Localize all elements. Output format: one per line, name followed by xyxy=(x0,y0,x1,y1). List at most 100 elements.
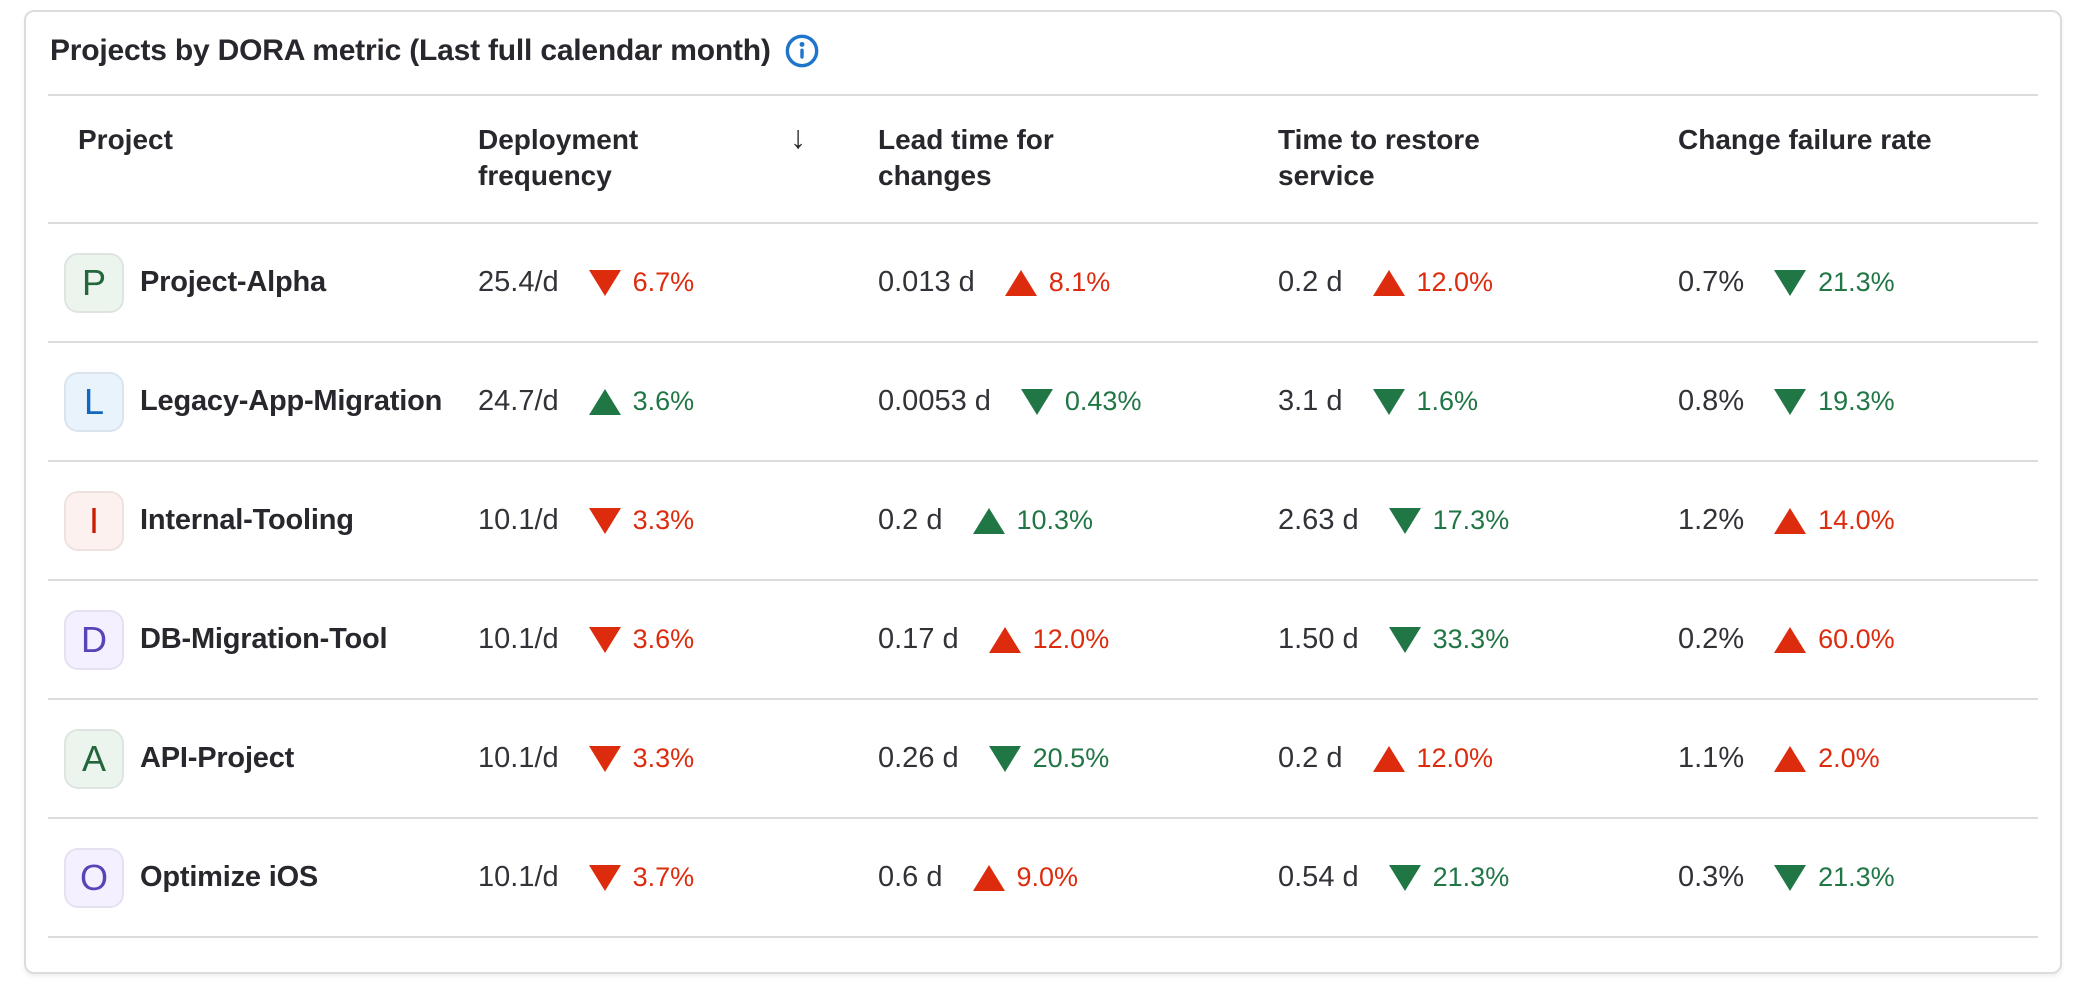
table-header-row: Project Deployment frequency ↓ Lead time… xyxy=(48,94,2038,224)
project-avatar: P xyxy=(64,252,124,313)
trend-indicator: 21.3% xyxy=(1774,862,1895,893)
table-row: L Legacy-App-Migration 24.7/d 3.6% 0.005… xyxy=(48,343,2038,462)
project-avatar: A xyxy=(64,728,124,789)
trend-percent: 9.0% xyxy=(1016,862,1079,892)
metric-value: 0.26 d xyxy=(878,742,959,774)
sort-descending-icon[interactable]: ↓ xyxy=(790,119,806,155)
metric-value: 10.1/d xyxy=(478,861,559,893)
trend-arrow-icon xyxy=(1774,626,1807,653)
metric-value: 0.2 d xyxy=(1278,266,1343,298)
deployment-frequency-cell: 10.1/d 3.3% xyxy=(478,504,878,537)
information-icon[interactable] xyxy=(785,34,819,68)
column-header-label: Time to restore service xyxy=(1278,124,1480,191)
trend-arrow-icon xyxy=(1372,745,1405,772)
trend-indicator: 9.0% xyxy=(972,862,1079,893)
deployment-frequency-cell: 25.4/d 6.7% xyxy=(478,266,878,299)
project-name-link[interactable]: API-Project xyxy=(140,742,295,774)
trend-percent: 20.5% xyxy=(1032,743,1110,773)
project-cell: L Legacy-App-Migration xyxy=(48,371,478,432)
table-row: P Project-Alpha 25.4/d 6.7% 0.013 d 8.1%… xyxy=(48,224,2038,343)
trend-arrow-icon xyxy=(588,864,621,891)
trend-indicator: 20.5% xyxy=(988,743,1110,774)
project-cell: P Project-Alpha xyxy=(48,252,478,313)
trend-percent: 19.3% xyxy=(1818,386,1895,416)
metric-value: 24.7/d xyxy=(478,385,559,417)
time-to-restore-cell: 3.1 d 1.6% xyxy=(1278,385,1678,418)
trend-arrow-icon xyxy=(1774,745,1807,772)
table-row: D DB-Migration-Tool 10.1/d 3.6% 0.17 d 1… xyxy=(48,581,2038,700)
project-name-link[interactable]: Legacy-App-Migration xyxy=(140,385,443,417)
trend-arrow-icon xyxy=(988,745,1021,772)
time-to-restore-cell: 2.63 d 17.3% xyxy=(1278,504,1678,537)
card-title: Projects by DORA metric (Last full calen… xyxy=(50,34,771,67)
trend-percent: 33.3% xyxy=(1432,624,1510,654)
deployment-frequency-cell: 10.1/d 3.7% xyxy=(478,861,878,894)
trend-percent: 8.1% xyxy=(1048,267,1111,297)
metric-value: 10.1/d xyxy=(478,623,559,655)
trend-indicator: 12.0% xyxy=(1372,267,1493,298)
time-to-restore-cell: 0.2 d 12.0% xyxy=(1278,742,1678,775)
project-name-link[interactable]: Project-Alpha xyxy=(140,266,326,298)
metric-value: 0.2 d xyxy=(878,504,943,536)
trend-indicator: 6.7% xyxy=(588,267,695,298)
trend-percent: 3.6% xyxy=(632,624,695,654)
metric-value: 0.2 d xyxy=(1278,742,1343,774)
trend-indicator: 33.3% xyxy=(1388,624,1510,655)
trend-percent: 21.3% xyxy=(1432,862,1510,892)
trend-arrow-icon xyxy=(972,507,1005,534)
trend-arrow-icon xyxy=(1774,269,1807,296)
project-name-link[interactable]: Internal-Tooling xyxy=(140,504,354,536)
trend-percent: 3.6% xyxy=(632,386,695,416)
metric-value: 2.63 d xyxy=(1278,504,1359,536)
column-header-change-failure-rate[interactable]: Change failure rate xyxy=(1678,122,2038,194)
project-avatar: O xyxy=(64,847,124,908)
trend-arrow-icon xyxy=(1774,507,1807,534)
lead-time-cell: 0.2 d 10.3% xyxy=(878,504,1278,537)
trend-percent: 6.7% xyxy=(632,267,695,297)
change-failure-rate-cell: 0.7% 21.3% xyxy=(1678,266,2038,299)
trend-arrow-icon xyxy=(1372,269,1405,296)
trend-percent: 2.0% xyxy=(1818,743,1880,773)
trend-indicator: 21.3% xyxy=(1774,267,1895,298)
table-body: P Project-Alpha 25.4/d 6.7% 0.013 d 8.1%… xyxy=(48,224,2038,938)
metric-value: 0.0053 d xyxy=(878,385,991,417)
trend-indicator: 17.3% xyxy=(1388,505,1509,536)
metric-value: 0.17 d xyxy=(878,623,959,655)
column-header-deployment-frequency[interactable]: Deployment frequency ↓ xyxy=(478,119,878,194)
trend-arrow-icon xyxy=(588,626,621,653)
trend-arrow-icon xyxy=(588,269,621,296)
project-name-link[interactable]: DB-Migration-Tool xyxy=(140,623,388,655)
trend-arrow-icon xyxy=(1004,269,1037,296)
lead-time-cell: 0.26 d 20.5% xyxy=(878,742,1278,775)
trend-arrow-icon xyxy=(588,745,621,772)
change-failure-rate-cell: 0.3% 21.3% xyxy=(1678,861,2038,894)
metric-value: 0.54 d xyxy=(1278,861,1359,893)
lead-time-cell: 0.6 d 9.0% xyxy=(878,861,1278,894)
project-avatar: I xyxy=(64,490,124,551)
column-header-label: Lead time for changes xyxy=(878,124,1054,191)
metric-value: 25.4/d xyxy=(478,266,559,298)
column-header-project[interactable]: Project xyxy=(48,122,478,194)
lead-time-cell: 0.17 d 12.0% xyxy=(878,623,1278,656)
project-avatar: D xyxy=(64,609,124,670)
trend-indicator: 12.0% xyxy=(1372,743,1494,774)
trend-arrow-icon xyxy=(1388,626,1421,653)
project-name-link[interactable]: Optimize iOS xyxy=(140,861,319,893)
trend-percent: 12.0% xyxy=(1416,743,1494,773)
trend-indicator: 3.6% xyxy=(588,624,695,655)
change-failure-rate-cell: 0.8% 19.3% xyxy=(1678,385,2038,418)
trend-percent: 3.3% xyxy=(632,505,695,535)
metric-value: 0.8% xyxy=(1678,385,1745,417)
trend-percent: 3.3% xyxy=(632,743,695,773)
metric-value: 0.3% xyxy=(1678,861,1745,893)
column-header-time-to-restore[interactable]: Time to restore service xyxy=(1278,122,1678,194)
dora-metrics-card: Projects by DORA metric (Last full calen… xyxy=(24,10,2062,974)
trend-indicator: 10.3% xyxy=(972,505,1093,536)
metric-value: 10.1/d xyxy=(478,504,559,536)
trend-arrow-icon xyxy=(988,626,1021,653)
trend-percent: 3.7% xyxy=(632,862,695,892)
trend-percent: 21.3% xyxy=(1818,267,1895,297)
column-header-lead-time[interactable]: Lead time for changes xyxy=(878,122,1278,194)
trend-indicator: 3.3% xyxy=(588,505,695,536)
trend-indicator: 8.1% xyxy=(1004,267,1111,298)
